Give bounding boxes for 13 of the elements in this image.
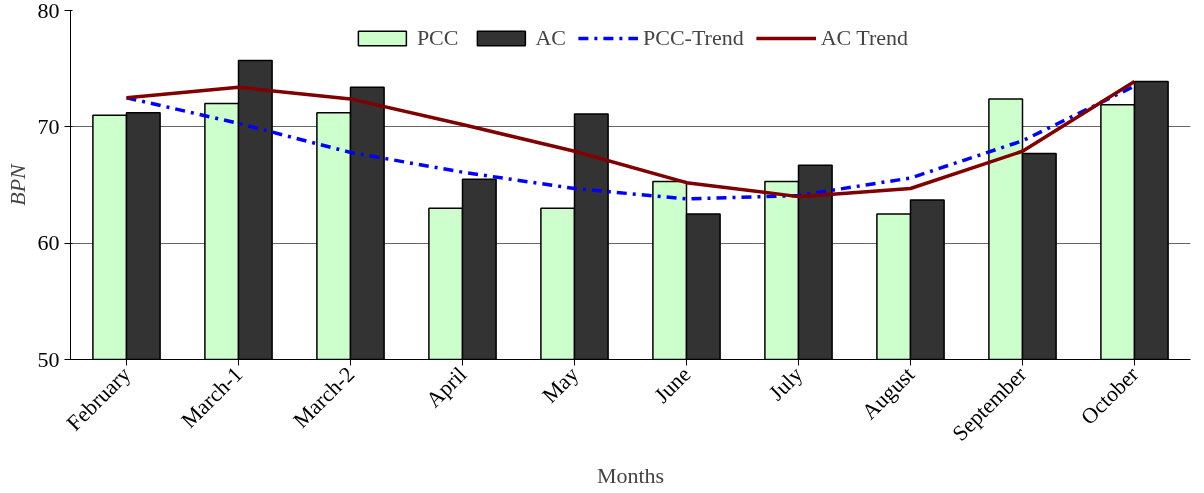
y-axis-title: BPN	[4, 162, 30, 206]
y-tick-label: 70	[37, 113, 60, 139]
legend-label: PCC-Trend	[643, 25, 744, 51]
legend-label: PCC	[416, 25, 459, 51]
x-tick-label: June	[649, 361, 696, 408]
y-tick-label: 50	[37, 346, 60, 372]
y-tick-label: 80	[37, 0, 60, 23]
legend-label: AC Trend	[820, 25, 909, 51]
legend-label: AC	[535, 25, 567, 51]
x-tick-label: May	[537, 361, 584, 408]
x-tick-label: July	[763, 361, 808, 406]
x-axis-title: Months	[596, 462, 665, 488]
y-tick-label: 60	[37, 230, 60, 256]
